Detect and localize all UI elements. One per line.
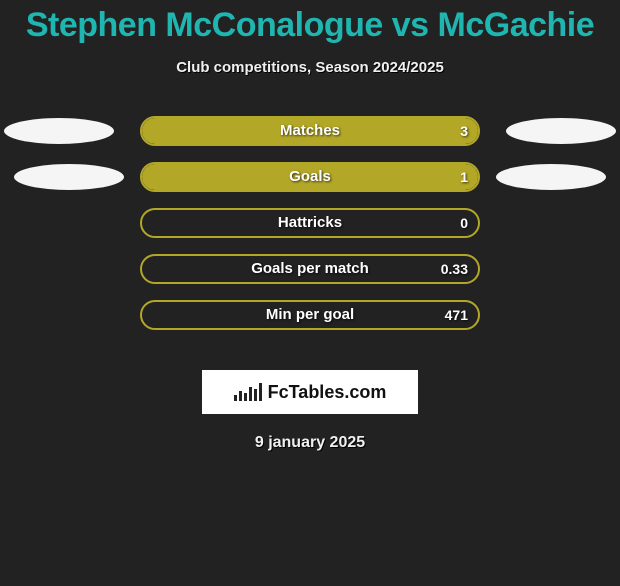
comparison-title: Stephen McConalogue vs McGachie [0,6,620,45]
stats-rows: Matches3Goals1Hattricks0Goals per match0… [0,116,620,346]
stat-label: Hattricks [140,208,480,238]
player-right-marker [506,118,616,144]
stat-row: Matches3 [0,116,620,162]
fctables-logo: FcTables.com [202,370,418,414]
stat-row: Goals1 [0,162,620,208]
player-left-marker [14,164,124,190]
player-left-marker [4,118,114,144]
stat-value: 1 [460,162,468,192]
stat-value: 471 [445,300,468,330]
stat-row: Goals per match0.33 [0,254,620,300]
stat-label: Matches [140,116,480,146]
stat-row: Min per goal471 [0,300,620,346]
logo-text: FcTables.com [268,382,387,403]
player-right-marker [496,164,606,190]
stat-value: 0.33 [441,254,468,284]
comparison-subtitle: Club competitions, Season 2024/2025 [0,59,620,76]
stat-row: Hattricks0 [0,208,620,254]
stat-label: Min per goal [140,300,480,330]
stat-label: Goals per match [140,254,480,284]
bar-chart-icon [234,383,262,401]
snapshot-date: 9 january 2025 [0,434,620,452]
stat-value: 3 [460,116,468,146]
stat-label: Goals [140,162,480,192]
stat-value: 0 [460,208,468,238]
